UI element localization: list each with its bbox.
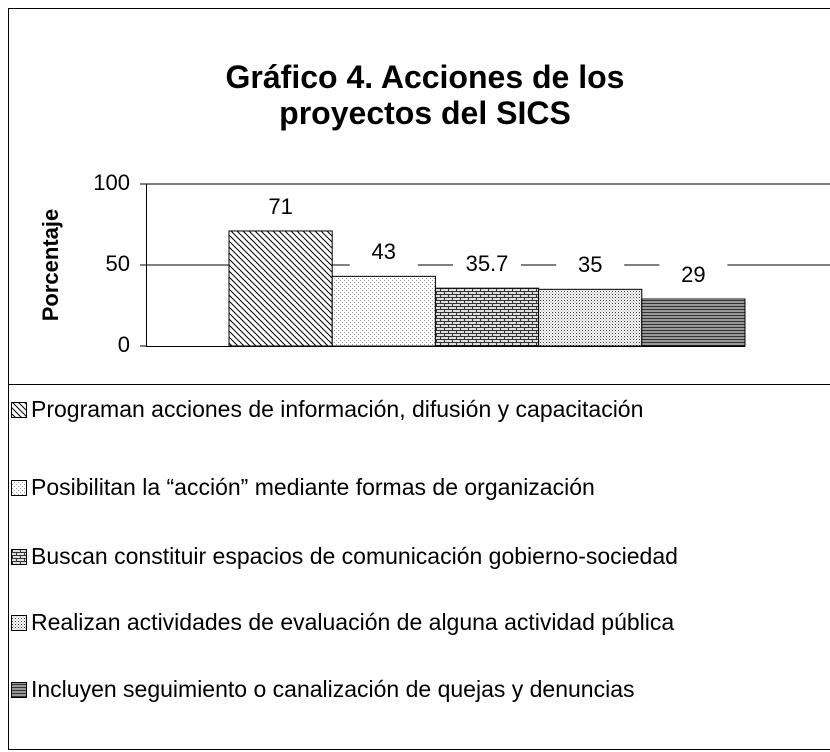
value-label-bg (349, 238, 418, 267)
y-tick-label: 100 (93, 170, 130, 195)
bar (434, 287, 540, 347)
value-label: 29 (681, 262, 705, 287)
legend-label: Incluyen seguimiento o canalización de q… (31, 676, 635, 702)
bar (538, 288, 643, 347)
value-label-bg (556, 251, 625, 280)
plot: 0 50 100 71 43 35.7 35 29 Programan acciones de … (11, 170, 830, 702)
y-tick-label: 0 (118, 332, 130, 357)
bar (641, 298, 746, 347)
legend-box (8, 384, 830, 750)
legend-label: Programan acciones de información, difus… (31, 396, 643, 422)
chart-title: Gráfico 4. Acciones de los proyectos del … (226, 59, 625, 131)
bar (331, 275, 436, 347)
legend-swatch (11, 682, 27, 698)
legend-label: Buscan constituir espacios de comunicaci… (31, 543, 678, 569)
legend-label: Realizan actividades de evaluación de al… (31, 609, 674, 635)
y-axis-label: Porcentaje (38, 209, 63, 322)
bar (228, 230, 333, 347)
value-label: 71 (268, 194, 292, 219)
value-label: 43 (372, 239, 396, 264)
value-label: 35 (578, 252, 602, 277)
value-label-bg (246, 192, 315, 221)
value-label-bg (659, 261, 728, 290)
y-tick-label: 50 (106, 251, 130, 276)
legend-swatch (11, 402, 27, 418)
legend-label: Posibilitan la “acción” mediante formas … (31, 474, 595, 500)
legend-swatch (11, 480, 27, 496)
value-label-bg (453, 250, 521, 279)
legend-swatch (11, 615, 27, 631)
legend-swatch (11, 549, 27, 565)
value-label: 35.7 (466, 251, 509, 276)
